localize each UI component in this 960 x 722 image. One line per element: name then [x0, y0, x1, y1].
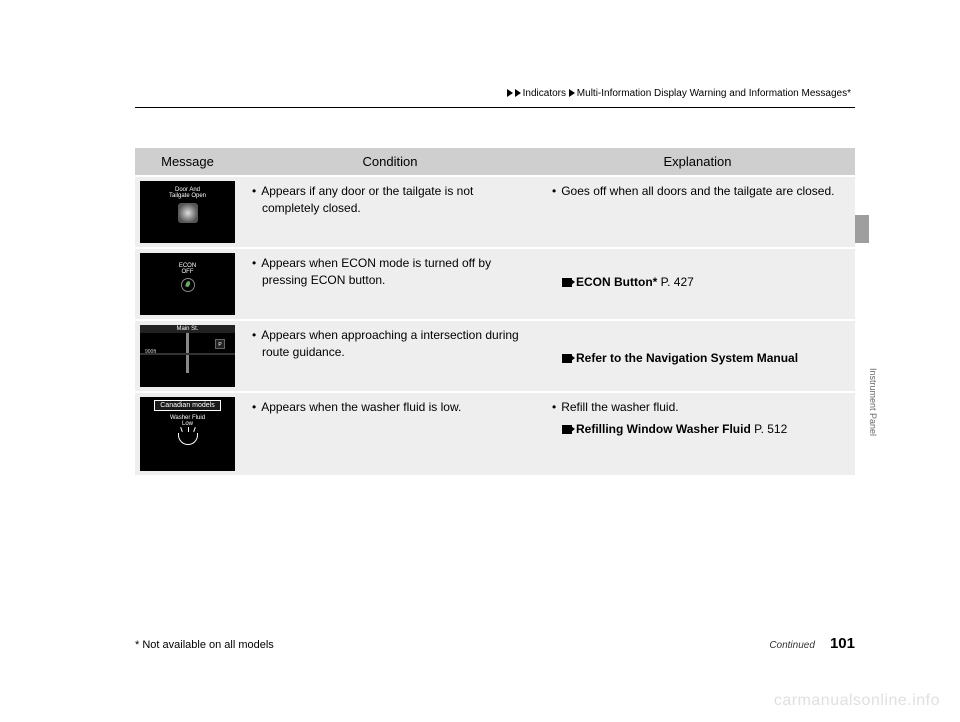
col-message: Message — [135, 148, 240, 176]
reference-tail: P. 427 — [657, 275, 693, 289]
washer-icon — [178, 433, 198, 445]
chevron-right-icon — [569, 89, 575, 97]
condition-text: Appears if any door or the tailgate is n… — [252, 183, 530, 217]
col-condition: Condition — [240, 148, 540, 176]
condition-text: Appears when ECON mode is turned off by … — [252, 255, 530, 289]
table-row: ECON OFF Appears when ECON mode is turne… — [135, 248, 855, 320]
page-number: 101 — [830, 635, 855, 652]
page-content: Indicators Multi-Information Display War… — [135, 88, 855, 477]
col-explanation: Explanation — [540, 148, 855, 176]
messages-table: Message Condition Explanation Door And T… — [135, 148, 855, 477]
model-badge: Canadian models — [154, 400, 220, 411]
reference: Refilling Window Washer Fluid P. 512 — [552, 420, 845, 438]
reference-bold: Refilling Window Washer Fluid — [576, 422, 751, 436]
page-footer: * Not available on all models Continued … — [135, 635, 855, 652]
chevron-right-icon — [515, 89, 521, 97]
explanation-text: Refill the washer fluid. — [552, 399, 845, 416]
screen-line2: Tailgate Open — [140, 193, 235, 199]
section-tab — [855, 215, 869, 243]
breadcrumb: Indicators Multi-Information Display War… — [135, 88, 855, 99]
reference-icon — [562, 278, 572, 287]
condition-text: Appears when the washer fluid is low. — [252, 399, 530, 416]
reference-icon — [562, 425, 572, 434]
continued-label: Continued — [769, 640, 815, 651]
reference: ECON Button* P. 427 — [552, 273, 845, 291]
reference-bold: Refer to the Navigation System Manual — [576, 351, 798, 365]
reference-tail: P. 512 — [751, 422, 787, 436]
header-rule — [135, 107, 855, 108]
watermark: carmanualsonline.info — [774, 692, 940, 710]
chevron-right-icon — [507, 89, 513, 97]
reference-icon — [562, 354, 572, 363]
map-graphic: P 900ft — [140, 333, 235, 373]
reference: Refer to the Navigation System Manual — [552, 349, 845, 367]
footnote: * Not available on all models — [135, 639, 274, 651]
breadcrumb-l1: Indicators — [523, 88, 566, 99]
explanation-text: Goes off when all doors and the tailgate… — [552, 183, 845, 200]
table-row: Main St. P 900ft Appears when approachin… — [135, 320, 855, 392]
table-row: Door And Tailgate Open Appears if any do… — [135, 176, 855, 248]
econ-icon — [181, 278, 195, 292]
screen-line1: Main St. — [140, 325, 235, 333]
screen-line2: OFF — [140, 269, 235, 275]
display-door-open: Door And Tailgate Open — [140, 181, 235, 243]
reference-bold: ECON Button* — [576, 275, 657, 289]
car-icon — [178, 203, 198, 223]
display-econ-off: ECON OFF — [140, 253, 235, 315]
display-navigation: Main St. P 900ft — [140, 325, 235, 387]
table-row: Canadian models Washer Fluid Low Appears… — [135, 392, 855, 476]
side-section-label: Instrument Panel — [868, 368, 878, 436]
breadcrumb-l2: Multi-Information Display Warning and In… — [577, 88, 851, 99]
display-washer-fluid: Canadian models Washer Fluid Low — [140, 397, 235, 471]
condition-text: Appears when approaching a intersection … — [252, 327, 530, 361]
